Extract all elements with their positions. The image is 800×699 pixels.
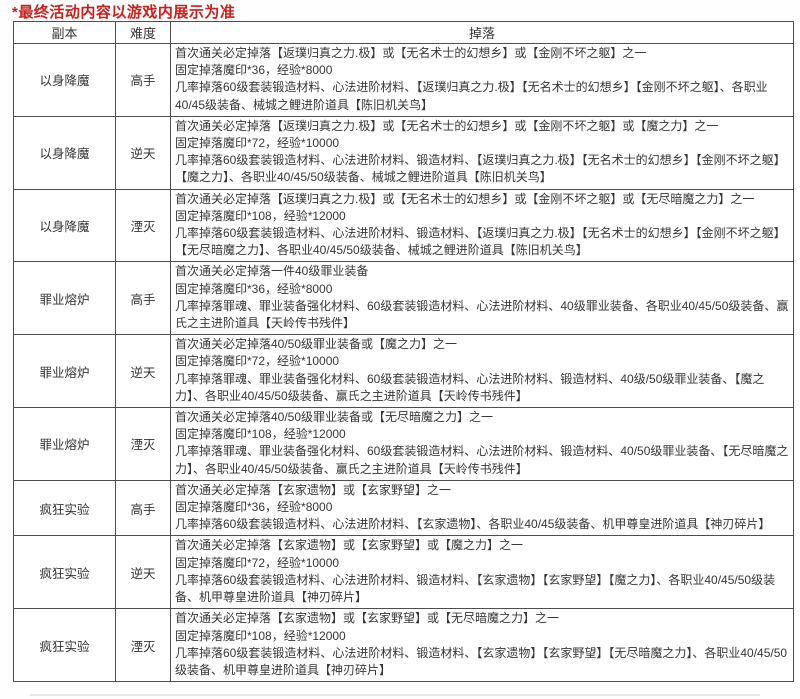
drop-line: 几率掉落罪魂、罪业装备强化材料、60级套装锻造材料、心法进阶材料、锻造材料、40… xyxy=(175,371,765,403)
table-row: 罪业熔炉 湮灭 首次通关必定掉落40/50级罪业装备或【无尽暗魔之力】之一 固定… xyxy=(13,407,794,481)
disclaimer-note: *最终活动内容以游戏内展示为准 xyxy=(12,4,236,21)
drops-cell: 首次通关必定掉落40/50级罪业装备或【无尽暗魔之力】之一 固定掉落魔印*108… xyxy=(170,407,794,481)
drop-line: 几率掉落罪魂、罪业装备强化材料、60级套装锻造材料、心法进阶材料、锻造材料、40… xyxy=(175,444,789,476)
drop-line: 首次通关必定掉落【返璞归真之力.极】或【无名术士的幻想乡】或【金刚不坏之躯】或【… xyxy=(175,191,755,206)
drops-cell: 首次通关必定掉落40/50级罪业装备或【魔之力】之一 固定掉落魔印*72，经验*… xyxy=(170,334,794,409)
drops-cell: 首次通关必定掉落【返璞归真之力.极】或【无名术士的幻想乡】或【金刚不坏之躯】或【… xyxy=(170,115,794,190)
drops-cell: 首次通关必定掉落【返璞归真之力.极】或【无名术士的幻想乡】或【金刚不坏之躯】或【… xyxy=(170,188,794,263)
drop-line: 几率掉落60级套装锻造材料、心法进阶材料、锻造材料、【玄家遗物】【玄家野望】【无… xyxy=(175,645,788,677)
difficulty-cell: 高手 xyxy=(115,479,171,537)
difficulty-cell: 逆天 xyxy=(115,334,171,409)
drop-line: 几率掉落60级套装锻造材料、心法进阶材料、【返璞归真之力.极】【无名术士的幻想乡… xyxy=(175,80,768,112)
dungeon-cell: 罪业熔炉 xyxy=(13,334,116,409)
drop-line: 几率掉落60级套装锻造材料、心法进阶材料、锻造材料、【返璞归真之力.极】【无名术… xyxy=(175,226,786,258)
drop-line: 几率掉落60级套装锻造材料、心法进阶材料、锻造材料、【玄家遗物】【玄家野望】【魔… xyxy=(175,572,776,605)
difficulty-cell: 湮灭 xyxy=(115,608,171,683)
drops-cell: 首次通关必定掉落一件40级罪业装备 固定掉落魔印*36，经验*8000 几率掉落… xyxy=(170,261,794,336)
drops-cell: 首次通关必定掉落【玄家遗物】或【玄家野望】之一 固定掉落魔印*36，经验*800… xyxy=(170,479,794,537)
drop-line: 首次通关必定掉落40/50级罪业装备或【魔之力】之一 xyxy=(175,337,458,352)
drop-line: 固定掉落魔印*108，经验*12000 xyxy=(175,208,346,223)
table-row: 罪业熔炉 逆天 首次通关必定掉落40/50级罪业装备或【魔之力】之一 固定掉落魔… xyxy=(13,334,794,409)
difficulty-cell: 逆天 xyxy=(115,115,171,190)
drop-line: 几率掉落60级套装锻造材料、心法进阶材料、锻造材料、【返璞归真之力.极】【无名术… xyxy=(175,153,786,185)
table-row: 以身降魔 逆天 首次通关必定掉落【返璞归真之力.极】或【无名术士的幻想乡】或【金… xyxy=(13,115,794,190)
drop-line: 固定掉落魔印*108，经验*12000 xyxy=(175,427,346,442)
drop-line: 固定掉落魔印*72，经验*10000 xyxy=(175,555,340,570)
header-difficulty: 难度 xyxy=(115,21,171,44)
difficulty-cell: 湮灭 xyxy=(115,188,171,263)
drop-line: 首次通关必定掉落【返璞归真之力.极】或【无名术士的幻想乡】或【金刚不坏之躯】或【… xyxy=(175,118,719,133)
drop-line: 首次通关必定掉落一件40级罪业装备 xyxy=(175,264,369,279)
difficulty-cell: 高手 xyxy=(115,43,171,117)
table-row: 以身降魔 高手 首次通关必定掉落【返璞归真之力.极】或【无名术士的幻想乡】或【金… xyxy=(13,43,794,117)
header-dungeon: 副本 xyxy=(13,21,116,44)
dungeon-cell: 罪业熔炉 xyxy=(13,407,116,481)
drop-line: 首次通关必定掉落【玄家遗物】或【玄家野望】之一 xyxy=(175,482,452,497)
drops-cell: 首次通关必定掉落【返璞归真之力.极】或【无名术士的幻想乡】或【金刚不坏之躯】之一… xyxy=(170,43,794,117)
drop-line: 固定掉落魔印*108，经验*12000 xyxy=(175,628,346,643)
drop-line: 首次通关必定掉落【玄家遗物】或【玄家野望】或【无尽暗魔之力】之一 xyxy=(175,611,560,626)
drop-line: 首次通关必定掉落40/50级罪业装备或【无尽暗魔之力】之一 xyxy=(175,410,494,425)
dungeon-cell: 疯狂实验 xyxy=(13,535,116,610)
header-drops: 掉落 xyxy=(170,21,794,44)
dungeon-cell: 疯狂实验 xyxy=(13,608,116,683)
difficulty-cell: 逆天 xyxy=(115,535,171,610)
dungeon-cell: 以身降魔 xyxy=(13,188,116,263)
dungeon-cell: 以身降魔 xyxy=(13,115,116,190)
table-row: 疯狂实验 高手 首次通关必定掉落【玄家遗物】或【玄家野望】之一 固定掉落魔印*3… xyxy=(13,479,794,537)
drops-cell: 首次通关必定掉落【玄家遗物】或【玄家野望】或【无尽暗魔之力】之一 固定掉落魔印*… xyxy=(170,608,794,683)
dungeon-cell: 以身降魔 xyxy=(13,43,116,117)
table-row: 以身降魔 湮灭 首次通关必定掉落【返璞归真之力.极】或【无名术士的幻想乡】或【金… xyxy=(13,188,794,263)
drop-line: 固定掉落魔印*36，经验*8000 xyxy=(175,281,333,296)
dungeon-cell: 罪业熔炉 xyxy=(13,261,116,336)
table-row: 疯狂实验 湮灭 首次通关必定掉落【玄家遗物】或【玄家野望】或【无尽暗魔之力】之一… xyxy=(13,608,794,683)
drop-line: 几率掉落60级套装锻造材料、心法进阶材料、【玄家遗物】、各职业40/45级装备、… xyxy=(175,517,771,532)
table-row: 罪业熔炉 高手 首次通关必定掉落一件40级罪业装备 固定掉落魔印*36，经验*8… xyxy=(13,261,794,336)
table-header-row: 副本 难度 掉落 xyxy=(13,21,794,44)
table-row: 疯狂实验 逆天 首次通关必定掉落【玄家遗物】或【玄家野望】或【魔之力】之一 固定… xyxy=(13,535,794,610)
drop-line: 固定掉落魔印*36，经验*8000 xyxy=(175,63,333,78)
drop-line: 固定掉落魔印*36，经验*8000 xyxy=(175,500,333,515)
drop-line: 固定掉落魔印*72，经验*10000 xyxy=(175,136,340,151)
drop-line: 几率掉落罪魂、罪业装备强化材料、60级套装锻造材料、心法进阶材料、40级罪业装备… xyxy=(175,298,789,331)
drop-table: 副本 难度 掉落 以身降魔 高手 首次通关必定掉落【返璞归真之力.极】或【无名术… xyxy=(13,21,794,683)
difficulty-cell: 湮灭 xyxy=(115,407,171,481)
difficulty-cell: 高手 xyxy=(115,261,171,336)
drops-cell: 首次通关必定掉落【玄家遗物】或【玄家野望】或【魔之力】之一 固定掉落魔印*72，… xyxy=(170,535,794,610)
drop-line: 首次通关必定掉落【返璞归真之力.极】或【无名术士的幻想乡】或【金刚不坏之躯】之一 xyxy=(175,46,647,60)
dungeon-cell: 疯狂实验 xyxy=(13,479,116,537)
table-bottom-shadow xyxy=(30,694,760,696)
drop-line: 固定掉落魔印*72，经验*10000 xyxy=(175,354,340,369)
drop-line: 首次通关必定掉落【玄家遗物】或【玄家野望】或【魔之力】之一 xyxy=(175,538,524,553)
